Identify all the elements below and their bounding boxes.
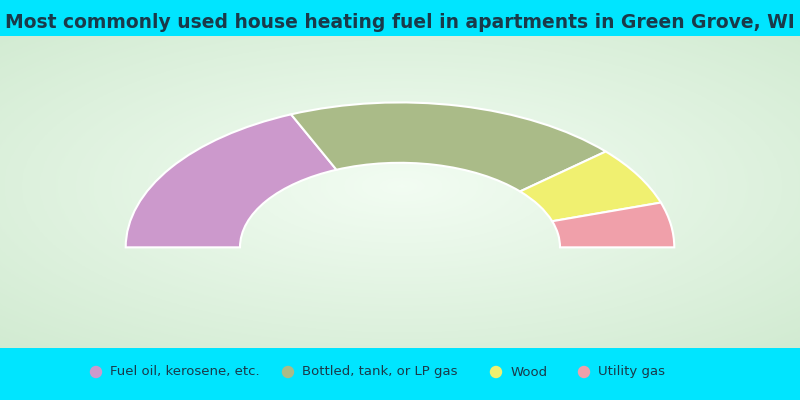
Text: Wood: Wood [510,366,547,378]
Text: Fuel oil, kerosene, etc.: Fuel oil, kerosene, etc. [110,366,260,378]
Wedge shape [552,202,674,247]
Point [282,369,294,375]
Text: Utility gas: Utility gas [598,366,666,378]
Wedge shape [520,152,661,221]
Point [490,369,502,375]
Text: Bottled, tank, or LP gas: Bottled, tank, or LP gas [302,366,458,378]
Point [578,369,590,375]
Text: Most commonly used house heating fuel in apartments in Green Grove, WI: Most commonly used house heating fuel in… [5,12,795,32]
Wedge shape [291,102,606,192]
Wedge shape [126,114,337,247]
Point [90,369,102,375]
